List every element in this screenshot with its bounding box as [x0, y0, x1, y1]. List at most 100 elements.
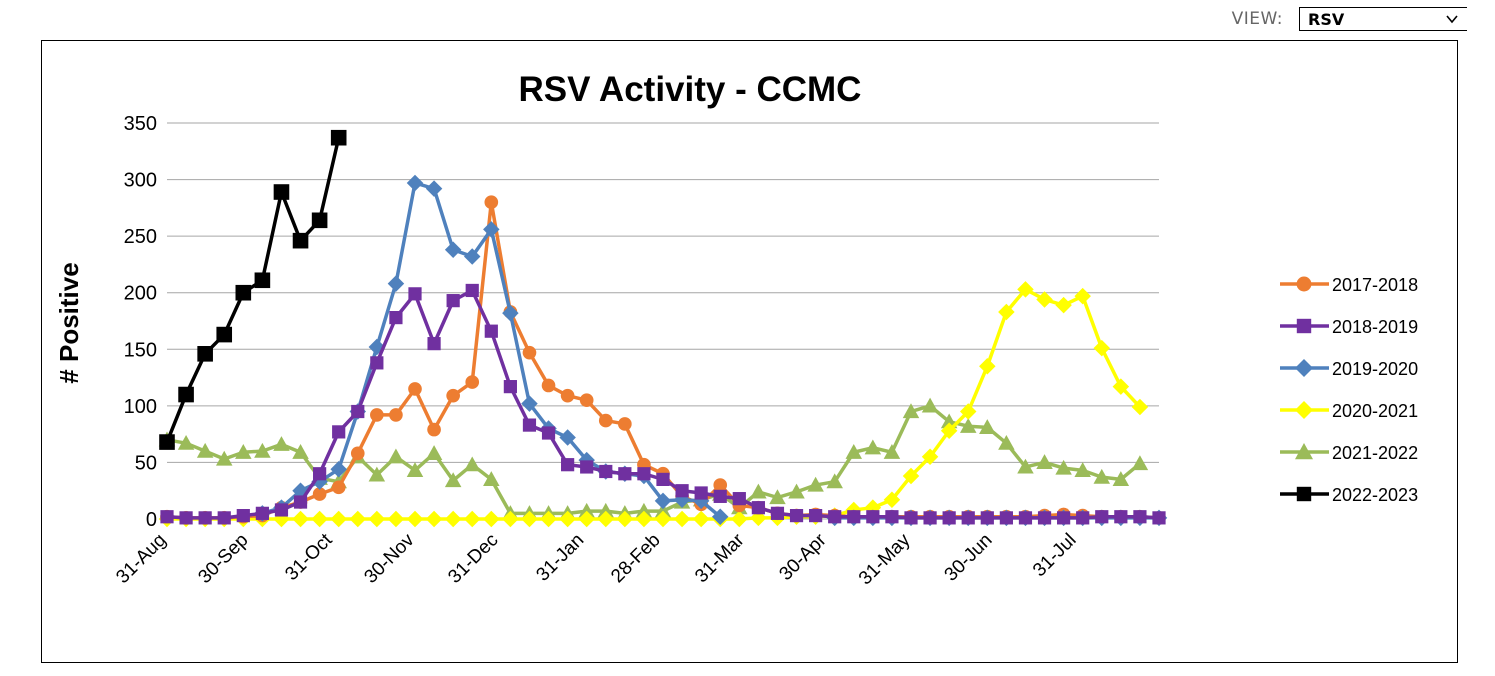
data-point [425, 445, 443, 460]
data-point [1152, 511, 1166, 525]
data-point [866, 510, 880, 524]
data-point [1055, 459, 1072, 475]
data-point [635, 510, 653, 528]
data-point [597, 502, 615, 518]
data-point [1018, 511, 1033, 525]
data-point [350, 446, 365, 461]
data-point [1112, 471, 1130, 486]
data-point [406, 174, 424, 192]
data-point [1055, 296, 1072, 314]
data-point [197, 346, 213, 362]
data-point [463, 248, 481, 265]
data-point [311, 212, 328, 229]
data-point [370, 408, 384, 422]
x-tick-label: 30-Sep [194, 530, 252, 588]
data-point [408, 287, 422, 301]
x-tick-label: 28-Feb [607, 530, 664, 587]
data-point [446, 388, 460, 403]
data-point [940, 422, 958, 439]
x-tick-label: 30-Nov [360, 529, 419, 588]
data-point [178, 386, 194, 403]
data-point [1036, 291, 1053, 308]
data-point [598, 413, 613, 428]
data-point [444, 472, 462, 488]
data-point [902, 467, 920, 485]
legend-item: 2020-2021 [1280, 401, 1418, 421]
data-point [179, 511, 193, 525]
view-select[interactable]: RSV [1299, 7, 1467, 31]
y-tick-label: 200 [124, 283, 157, 305]
y-tick-label: 150 [124, 339, 157, 361]
data-point [998, 434, 1015, 450]
data-point [1093, 339, 1111, 357]
data-point [579, 393, 594, 408]
y-tick-label: 0 [146, 509, 157, 531]
data-point [1114, 510, 1128, 524]
data-point [483, 510, 500, 528]
data-point [618, 467, 632, 481]
data-point [999, 511, 1013, 525]
data-point [425, 180, 443, 197]
data-point [521, 395, 538, 412]
data-point [444, 241, 462, 258]
series-line [166, 404, 1142, 516]
data-point [921, 397, 939, 413]
data-point [1037, 511, 1052, 525]
data-point [235, 443, 252, 459]
data-point [560, 388, 575, 403]
data-point [254, 442, 271, 458]
data-point [845, 443, 863, 459]
x-tick-label: 30-Apr [775, 529, 831, 585]
data-point [196, 442, 214, 458]
data-point [675, 484, 689, 498]
data-point [807, 476, 824, 492]
x-tick-label: 31-Dec [444, 530, 502, 588]
data-point [368, 510, 386, 528]
data-point [292, 443, 309, 459]
data-point [387, 510, 405, 528]
data-point [959, 417, 977, 433]
data-point [885, 510, 899, 524]
data-point [959, 403, 977, 420]
legend-label: 2019-2020 [1332, 359, 1418, 379]
x-tick-label: 31-Oct [281, 529, 337, 585]
data-point [425, 510, 443, 528]
data-point [713, 478, 728, 492]
series-2018-2019 [160, 283, 1166, 525]
data-point [1017, 281, 1034, 298]
data-point [847, 510, 861, 524]
y-tick-label: 100 [124, 396, 157, 418]
y-tick-label: 300 [124, 170, 157, 192]
data-point [635, 502, 653, 518]
data-point [788, 483, 805, 499]
x-tick-label: 31-May [855, 529, 915, 589]
data-point [673, 510, 691, 528]
data-point [293, 495, 308, 509]
data-point [522, 345, 537, 360]
data-point [883, 443, 901, 459]
data-point [789, 509, 804, 523]
data-point [292, 510, 309, 528]
legend-label: 2017-2018 [1332, 275, 1418, 295]
data-point [522, 418, 537, 432]
data-point [484, 324, 498, 338]
view-bar: VIEW: RSV [1232, 7, 1467, 31]
data-point [311, 510, 328, 528]
data-point [160, 510, 174, 524]
data-point [561, 458, 575, 472]
data-point [713, 489, 727, 503]
data-point [483, 471, 500, 486]
data-point [694, 486, 708, 500]
data-point [351, 404, 365, 419]
data-point [1131, 455, 1149, 471]
data-point [1076, 511, 1090, 525]
data-point [961, 511, 975, 525]
data-point [769, 489, 786, 505]
data-point [1074, 462, 1091, 477]
data-point [330, 129, 347, 146]
data-point [255, 506, 269, 520]
legend-swatch-marker [1295, 359, 1313, 377]
data-point [750, 483, 767, 499]
data-point [540, 510, 557, 528]
legend-swatch-marker [1296, 486, 1312, 502]
